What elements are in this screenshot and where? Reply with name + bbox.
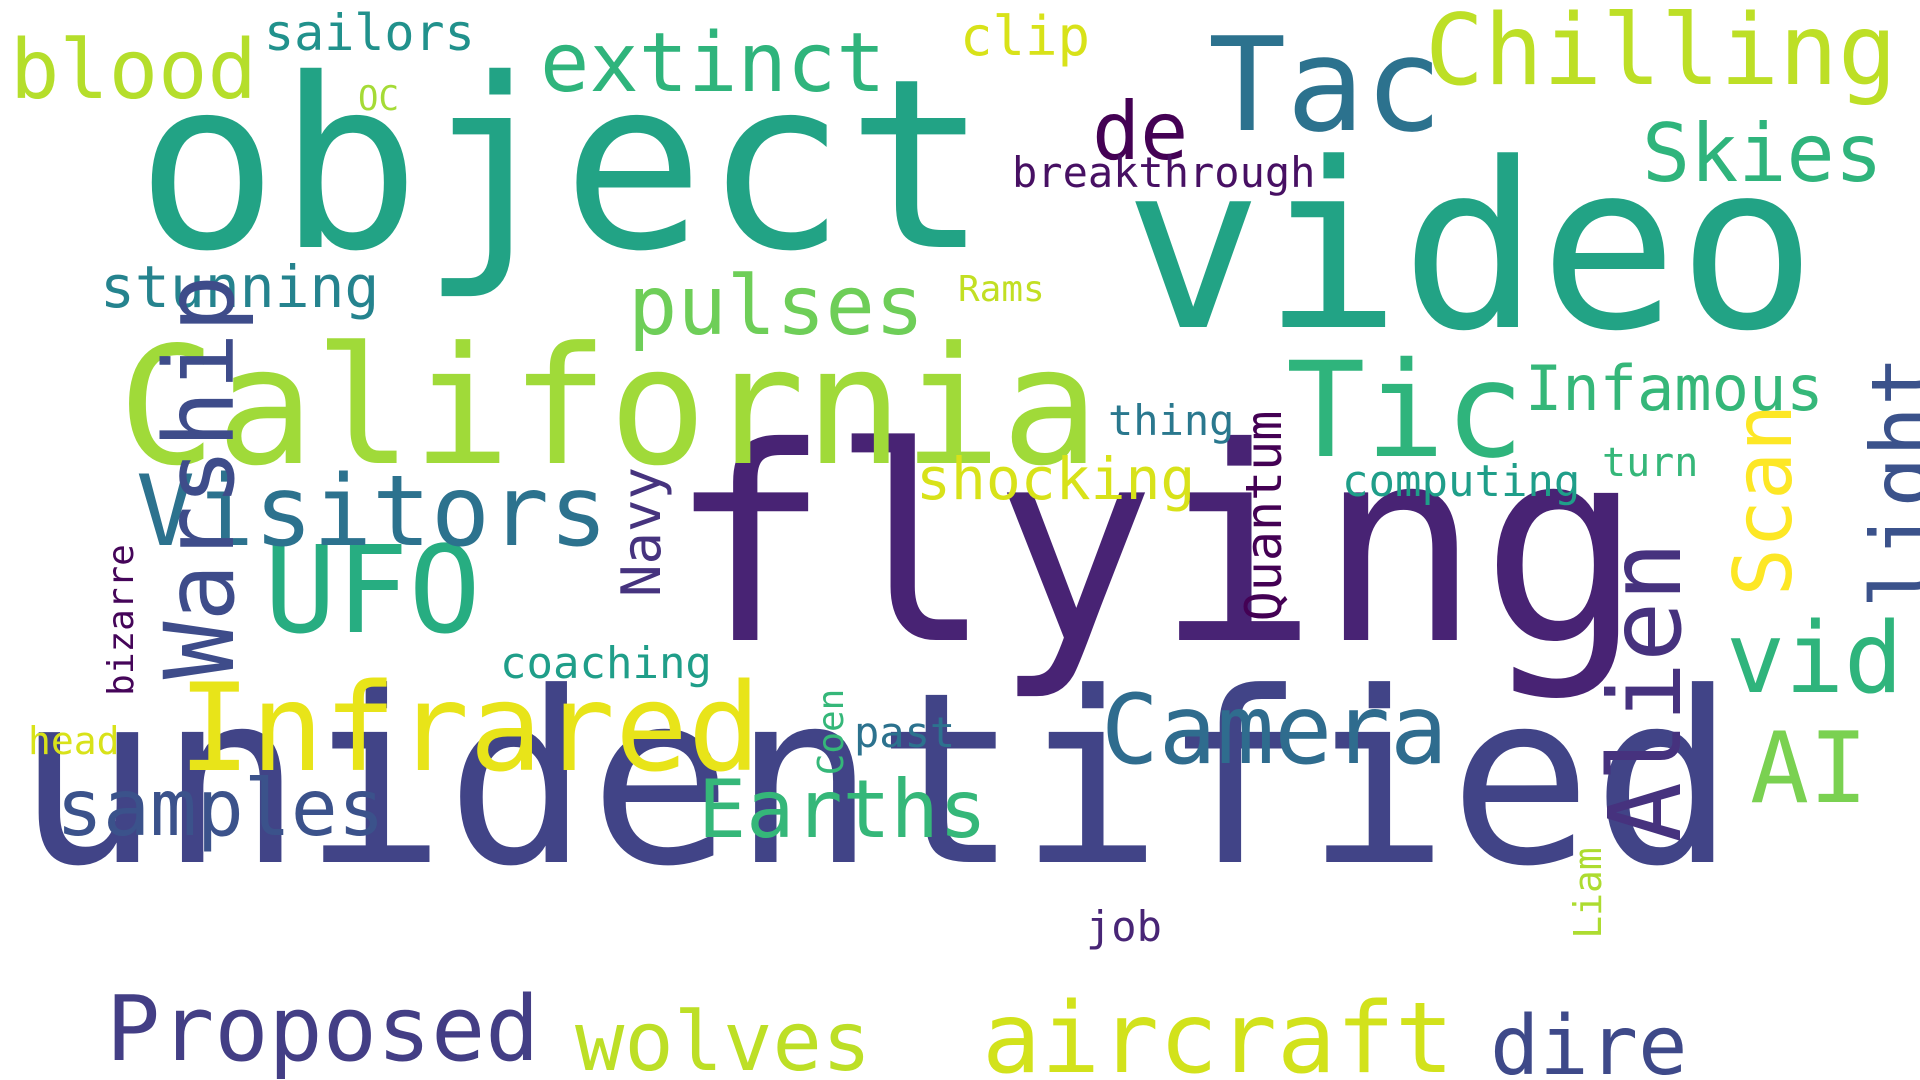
word-infamous: Infamous [1525, 352, 1824, 425]
word-earths: Earths [698, 763, 987, 856]
word-aircraft: aircraft [982, 982, 1455, 1080]
word-sailors: sailors [264, 4, 475, 62]
word-computing: computing [1342, 456, 1581, 507]
word-alien-vertical: Alien [1587, 541, 1704, 843]
word-de: de [1092, 85, 1189, 178]
word-dire: dire [1490, 999, 1688, 1080]
word-skies: Skies [1642, 107, 1883, 200]
word-coen-vertical: Coen [811, 688, 852, 776]
word-navy-vertical: Navy [610, 466, 673, 598]
word-rams: Rams [958, 269, 1045, 310]
word-clip: clip [960, 5, 1091, 68]
word-tac: Tac [1208, 9, 1443, 161]
word-video: video [1124, 115, 1817, 382]
word-bizarre-vertical: bizarre [101, 544, 142, 696]
word-infrared: Infrared [178, 658, 761, 799]
word-quantum-vertical: Quantum [1235, 410, 1293, 622]
word-california: California [118, 313, 1100, 502]
word-tic: Tic [1286, 334, 1525, 488]
word-thing: thing [1108, 396, 1235, 445]
word-job: job [1086, 902, 1162, 951]
word-ai: AI [1750, 712, 1869, 826]
word-breakthrough: breakthrough [1012, 148, 1316, 197]
word-liam-vertical: Liam [1566, 847, 1610, 939]
word-coaching: coaching [500, 638, 712, 689]
word-proposed: Proposed [106, 977, 540, 1080]
word-past: past [854, 708, 956, 757]
word-head: head [28, 719, 120, 763]
word-camera: Camera [1101, 674, 1448, 786]
word-object: object [136, 28, 989, 303]
word-visitors: Visitors [136, 455, 609, 569]
word-ufo: UFO [264, 522, 481, 661]
word-vid: vid [1726, 602, 1904, 716]
word-unidentified: unidentified [16, 642, 1736, 919]
word-scan-vertical: Scan [1717, 403, 1810, 597]
word-oc: OC [358, 79, 399, 119]
word-light-vertical: light [1853, 355, 1920, 609]
word-warship-vertical: Warship [144, 274, 256, 680]
word-stunning: stunning [100, 253, 380, 321]
word-pulses: pulses [628, 259, 925, 354]
word-shocking: shocking [916, 445, 1196, 513]
word-samples: samples [56, 764, 385, 854]
word-blood: blood [10, 23, 257, 118]
word-chilling: Chilling [1425, 0, 1898, 108]
word-wolves: wolves [575, 995, 872, 1080]
word-extinct: extinct [540, 16, 886, 111]
word-flying: flying [668, 389, 1644, 704]
word-turn: turn [1602, 440, 1699, 486]
